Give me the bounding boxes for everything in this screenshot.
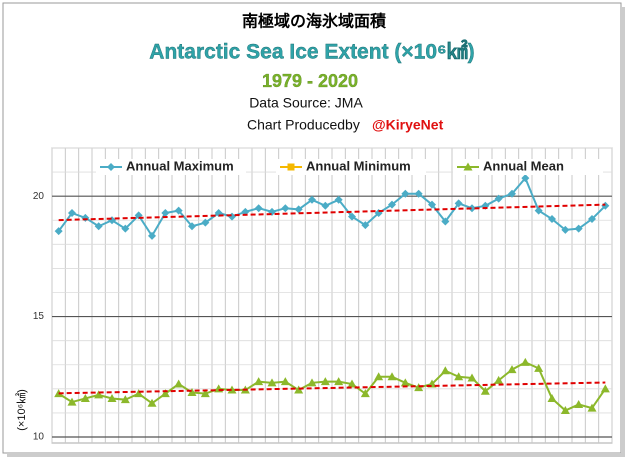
marker bbox=[148, 231, 156, 240]
marker bbox=[574, 224, 583, 233]
marker bbox=[160, 389, 170, 398]
legend-marker bbox=[287, 163, 295, 171]
marker bbox=[520, 357, 530, 366]
chart-title: 南極域の海氷域面積 bbox=[242, 12, 387, 31]
marker bbox=[107, 393, 117, 402]
trend-line bbox=[58, 203, 606, 222]
marker bbox=[360, 389, 370, 398]
marker bbox=[121, 224, 130, 233]
marker bbox=[440, 366, 450, 375]
legend-marker bbox=[107, 163, 115, 171]
marker bbox=[361, 221, 370, 230]
marker bbox=[548, 215, 556, 224]
marker bbox=[574, 399, 584, 408]
marker bbox=[507, 365, 517, 374]
marker bbox=[294, 205, 303, 214]
y-tick-label: 20 bbox=[33, 191, 45, 202]
marker bbox=[387, 372, 397, 381]
marker bbox=[147, 398, 157, 407]
marker bbox=[120, 395, 130, 404]
marker bbox=[187, 387, 197, 396]
marker bbox=[347, 379, 357, 388]
marker bbox=[334, 195, 343, 204]
marker bbox=[374, 372, 384, 381]
marker bbox=[388, 200, 396, 209]
y-axis-label: (×10⁶㎢) bbox=[15, 389, 28, 431]
marker bbox=[280, 377, 290, 386]
source: Data Source: JMA bbox=[249, 95, 363, 111]
marker bbox=[67, 397, 77, 406]
marker bbox=[334, 377, 344, 386]
marker bbox=[401, 189, 410, 198]
marker bbox=[454, 372, 464, 381]
legend-label: Annual Mean bbox=[483, 158, 564, 173]
marker bbox=[267, 378, 277, 387]
credit: Chart Producedby bbox=[247, 117, 360, 133]
marker bbox=[521, 174, 530, 183]
legend-bg bbox=[453, 159, 603, 175]
y-tick-label: 15 bbox=[33, 311, 45, 322]
marker bbox=[560, 406, 570, 415]
marker bbox=[307, 378, 317, 387]
marker bbox=[441, 217, 450, 226]
marker bbox=[308, 195, 316, 204]
marker bbox=[174, 206, 183, 215]
marker bbox=[587, 403, 597, 412]
marker bbox=[414, 189, 423, 198]
period: 1979 - 2020 bbox=[262, 71, 358, 91]
legend-label: Annual Maximum bbox=[126, 158, 234, 173]
marker bbox=[281, 204, 290, 213]
y-tick-label: 10 bbox=[33, 432, 45, 443]
marker bbox=[600, 384, 610, 393]
marker bbox=[254, 377, 264, 386]
marker bbox=[561, 225, 570, 234]
marker bbox=[174, 379, 184, 388]
marker bbox=[201, 218, 210, 227]
marker bbox=[134, 389, 144, 398]
marker bbox=[480, 386, 490, 395]
marker bbox=[254, 204, 263, 213]
chart-subtitle: Antarctic Sea Ice Extent (×10⁶㎢) bbox=[149, 40, 474, 64]
credit-handle: @KiryeNet bbox=[372, 117, 444, 133]
marker bbox=[400, 378, 410, 387]
series-line bbox=[58, 361, 607, 412]
series-line bbox=[57, 176, 607, 238]
marker bbox=[508, 189, 516, 198]
marker bbox=[188, 222, 196, 231]
marker bbox=[468, 204, 476, 213]
legend-marker bbox=[463, 162, 473, 171]
frame-shadow bbox=[621, 7, 625, 455]
legend-bg bbox=[276, 159, 426, 175]
marker bbox=[161, 209, 170, 218]
marker bbox=[200, 389, 210, 398]
marker bbox=[494, 194, 503, 203]
marker bbox=[348, 212, 356, 221]
marker bbox=[321, 201, 330, 210]
marker bbox=[227, 385, 237, 394]
marker bbox=[454, 199, 463, 208]
marker bbox=[534, 206, 543, 215]
marker bbox=[94, 390, 104, 399]
marker bbox=[94, 222, 103, 231]
legend-bg bbox=[96, 159, 246, 175]
trend-line bbox=[58, 381, 606, 395]
marker bbox=[68, 209, 76, 218]
marker bbox=[547, 393, 557, 402]
marker bbox=[494, 375, 504, 384]
marker bbox=[588, 215, 596, 224]
marker bbox=[467, 373, 477, 382]
legend-label: Annual Minimum bbox=[306, 158, 411, 173]
marker bbox=[54, 227, 63, 236]
marker bbox=[534, 363, 544, 372]
marker bbox=[80, 393, 90, 402]
frame-shadow bbox=[7, 453, 625, 457]
marker bbox=[320, 377, 330, 386]
marker bbox=[428, 200, 436, 209]
